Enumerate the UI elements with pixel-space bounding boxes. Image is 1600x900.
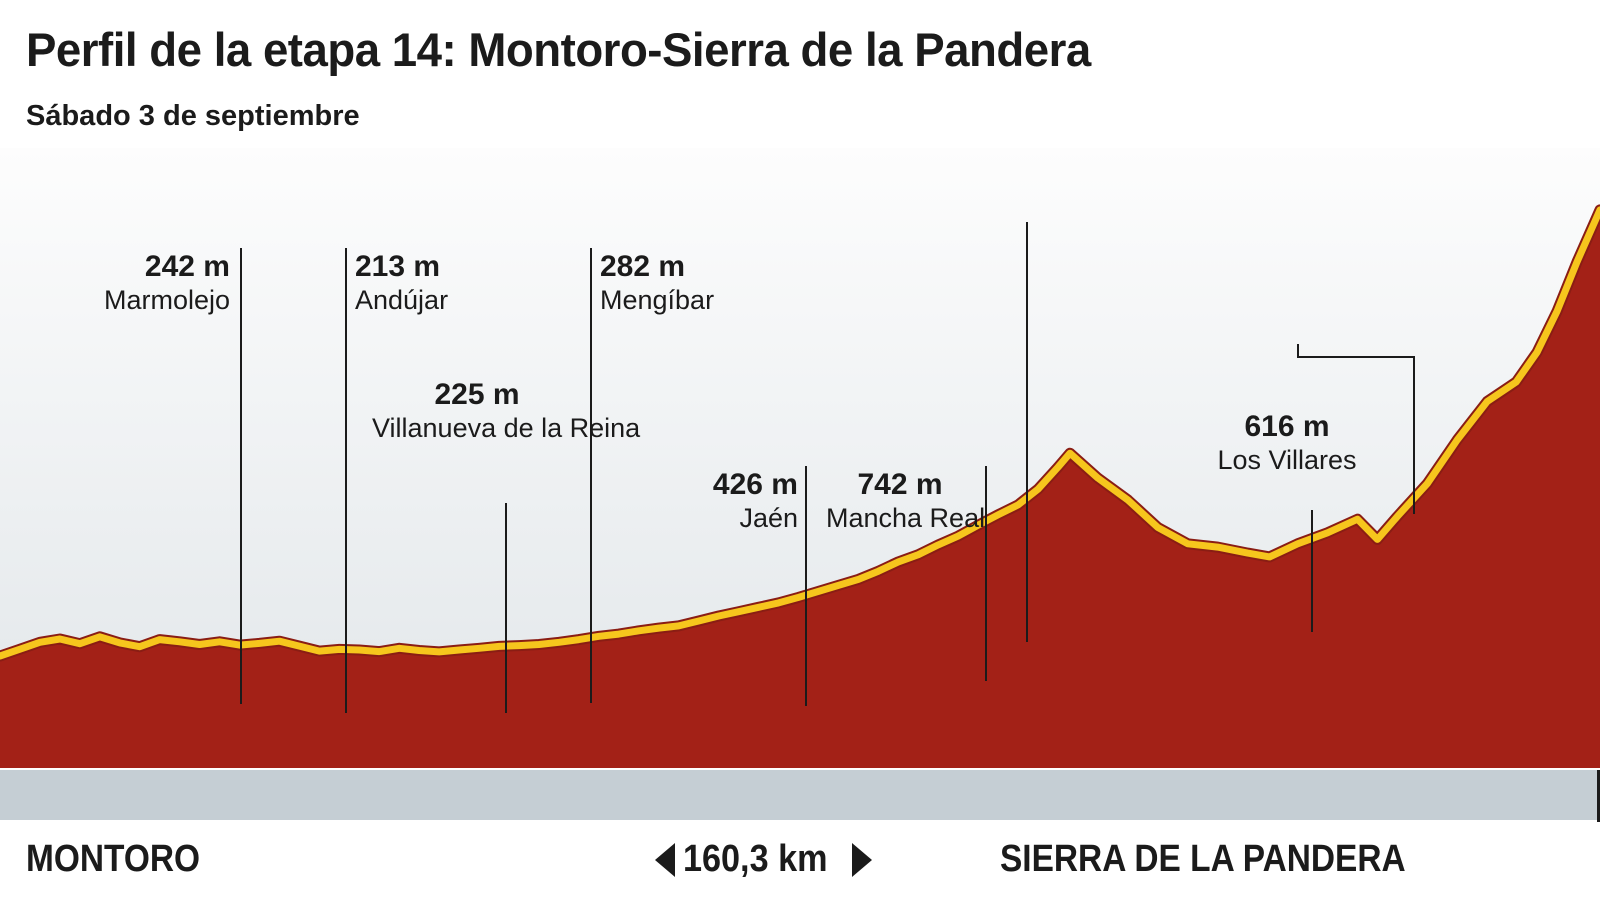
page-title: Perfil de la etapa 14: Montoro-Sierra de… — [26, 23, 1091, 76]
axis-end-rule — [1597, 770, 1600, 822]
town-name: Villanueva de la Reina — [372, 413, 641, 443]
town-label: 742 m Mancha Real — [826, 468, 986, 534]
town-name: Marmolejo — [103, 285, 230, 315]
start-town-label: MONTORO — [26, 838, 201, 880]
town-label: 242 m Marmolejo — [40, 250, 230, 316]
elevation-plot: 242 m Marmolejo 213 m Andújar 225 m Villanuev… — [0, 148, 1600, 768]
town-label: 225 m Villanueva de la Reina — [372, 378, 641, 444]
total-distance-label: 160,3 km — [683, 838, 828, 880]
elevation-area-fill — [0, 209, 1600, 768]
arrow-left-icon — [655, 842, 675, 877]
stage-date: Sábado 3 de septiembre — [26, 100, 360, 132]
distance-axis — [0, 768, 1600, 822]
town-tick-line — [805, 466, 807, 706]
town-altitude: 213 m — [355, 250, 441, 283]
town-altitude: 742 m — [857, 468, 943, 501]
los-villares-connector — [1297, 344, 1417, 514]
finish-town-label: SIERRA DE LA PANDERA — [1000, 838, 1406, 880]
footer: MONTORO 160,3 km SIERRA DE LA PANDERA — [0, 838, 1600, 900]
town-tick-line — [240, 248, 242, 704]
town-altitude: 242 m — [144, 250, 230, 283]
arrow-right-icon — [851, 842, 872, 877]
town-altitude: 426 m — [712, 468, 798, 501]
town-tick-line — [505, 503, 507, 713]
town-name: Andújar — [355, 285, 449, 315]
town-label: 616 m Los Villares — [1182, 410, 1392, 476]
header: Perfil de la etapa 14: Montoro-Sierra de… — [0, 0, 1600, 140]
town-label: 426 m Jaén — [648, 468, 798, 534]
town-name: Mancha Real — [826, 503, 986, 533]
elevation-line — [0, 206, 1600, 660]
town-altitude: 616 m — [1244, 410, 1330, 443]
town-label: 282 m Mengíbar — [600, 250, 800, 316]
profile-path-group — [0, 204, 1600, 768]
town-tick-line — [1311, 510, 1313, 632]
town-altitude: 225 m — [434, 378, 520, 411]
town-altitude: 282 m — [600, 250, 686, 283]
town-tick-line — [985, 466, 987, 681]
elevation-profile-svg — [0, 148, 1600, 768]
town-name: Mengíbar — [600, 285, 715, 315]
town-name: Los Villares — [1217, 445, 1357, 475]
marker-stem — [1026, 222, 1028, 642]
town-name: Jaén — [739, 503, 798, 533]
total-distance: 160,3 km — [655, 838, 872, 881]
town-label: 213 m Andújar — [355, 250, 565, 316]
town-tick-line — [345, 248, 347, 713]
town-tick-line — [590, 248, 592, 703]
